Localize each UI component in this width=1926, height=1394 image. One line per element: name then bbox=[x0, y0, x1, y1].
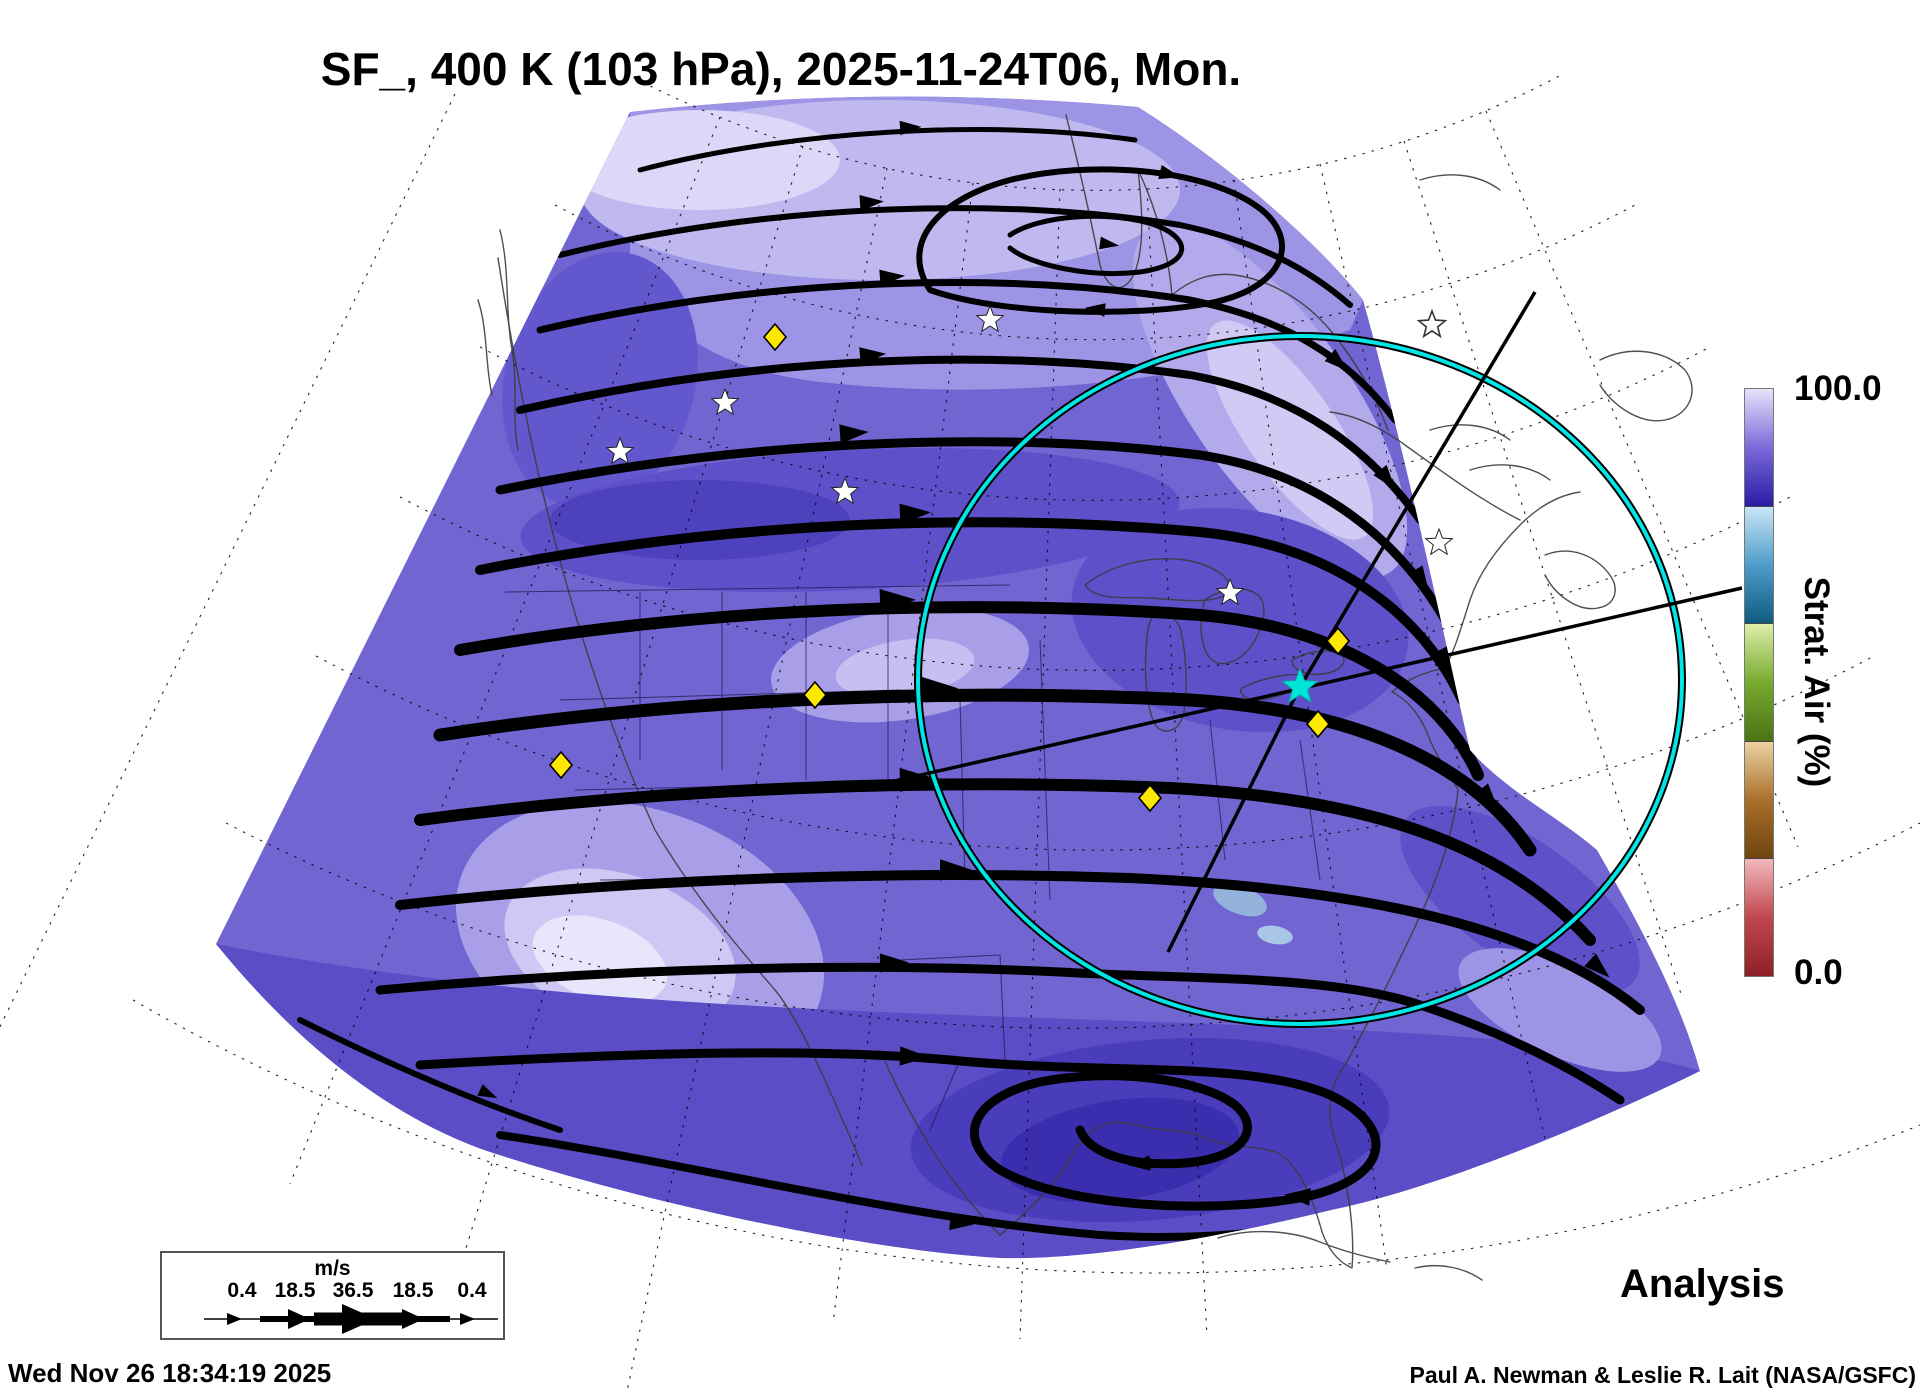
wind-legend-value: 18.5 bbox=[274, 1279, 316, 1302]
station-diamond-icon bbox=[1305, 709, 1331, 739]
wind-legend-value: 18.5 bbox=[392, 1279, 434, 1302]
colorbar-title: Strat. Air (%) bbox=[1797, 576, 1836, 788]
station-diamond-icon bbox=[1325, 626, 1351, 656]
wind-legend-value: 0.4 bbox=[227, 1279, 257, 1302]
colorbar-segment bbox=[1745, 858, 1773, 976]
page-title: SF_, 400 K (103 hPa), 2025-11-24T06, Mon… bbox=[320, 43, 1242, 95]
wind-speed-arrow-icon bbox=[204, 1304, 498, 1334]
station-diamond-icon bbox=[1137, 783, 1163, 813]
station-diamond-icon bbox=[802, 680, 828, 710]
wind-legend-values: 0.4 18.5 36.5 18.5 0.4 bbox=[162, 1279, 503, 1302]
range-ring bbox=[916, 334, 1684, 1026]
colorbar-segment bbox=[1745, 505, 1773, 624]
wind-legend-value: 0.4 bbox=[457, 1279, 487, 1302]
colorbar-segment bbox=[1745, 389, 1773, 506]
streamline-arrowheads bbox=[477, 120, 1610, 1230]
city-star-icon bbox=[1424, 527, 1454, 556]
city-star-icon bbox=[1215, 577, 1245, 606]
colorbar-segment bbox=[1745, 623, 1773, 741]
streamlines bbox=[297, 127, 1645, 1241]
credit-text: Paul A. Newman & Leslie R. Lait (NASA/GS… bbox=[1409, 1362, 1916, 1388]
station-diamond-icon bbox=[548, 750, 574, 780]
city-star-icon bbox=[605, 436, 635, 465]
colorbar bbox=[1744, 388, 1774, 977]
graticule bbox=[0, 72, 1921, 1392]
coastlines bbox=[477, 114, 1693, 1281]
station-diamond-icon bbox=[762, 322, 788, 352]
product-label: Analysis bbox=[1620, 1262, 1785, 1306]
city-star-icon bbox=[975, 304, 1005, 333]
city-star-icon bbox=[710, 387, 740, 416]
range-ring-layer bbox=[914, 332, 1686, 1028]
creation-timestamp: Wed Nov 26 18:34:19 2025 bbox=[8, 1358, 332, 1388]
wind-legend-units: m/s bbox=[314, 1257, 351, 1280]
city-star-icon bbox=[830, 476, 860, 505]
marker-layer bbox=[548, 304, 1454, 813]
wind-legend-value: 36.5 bbox=[332, 1279, 374, 1302]
balloon-location-star-icon bbox=[1281, 667, 1319, 703]
colorbar-segment bbox=[1745, 740, 1773, 859]
colorbar-min-label: 0.0 bbox=[1794, 953, 1843, 992]
wind-speed-legend: m/s 0.4 18.5 36.5 18.5 0.4 bbox=[160, 1251, 505, 1340]
city-star-outline-icon bbox=[1416, 308, 1448, 339]
colorbar-max-label: 100.0 bbox=[1794, 369, 1882, 408]
